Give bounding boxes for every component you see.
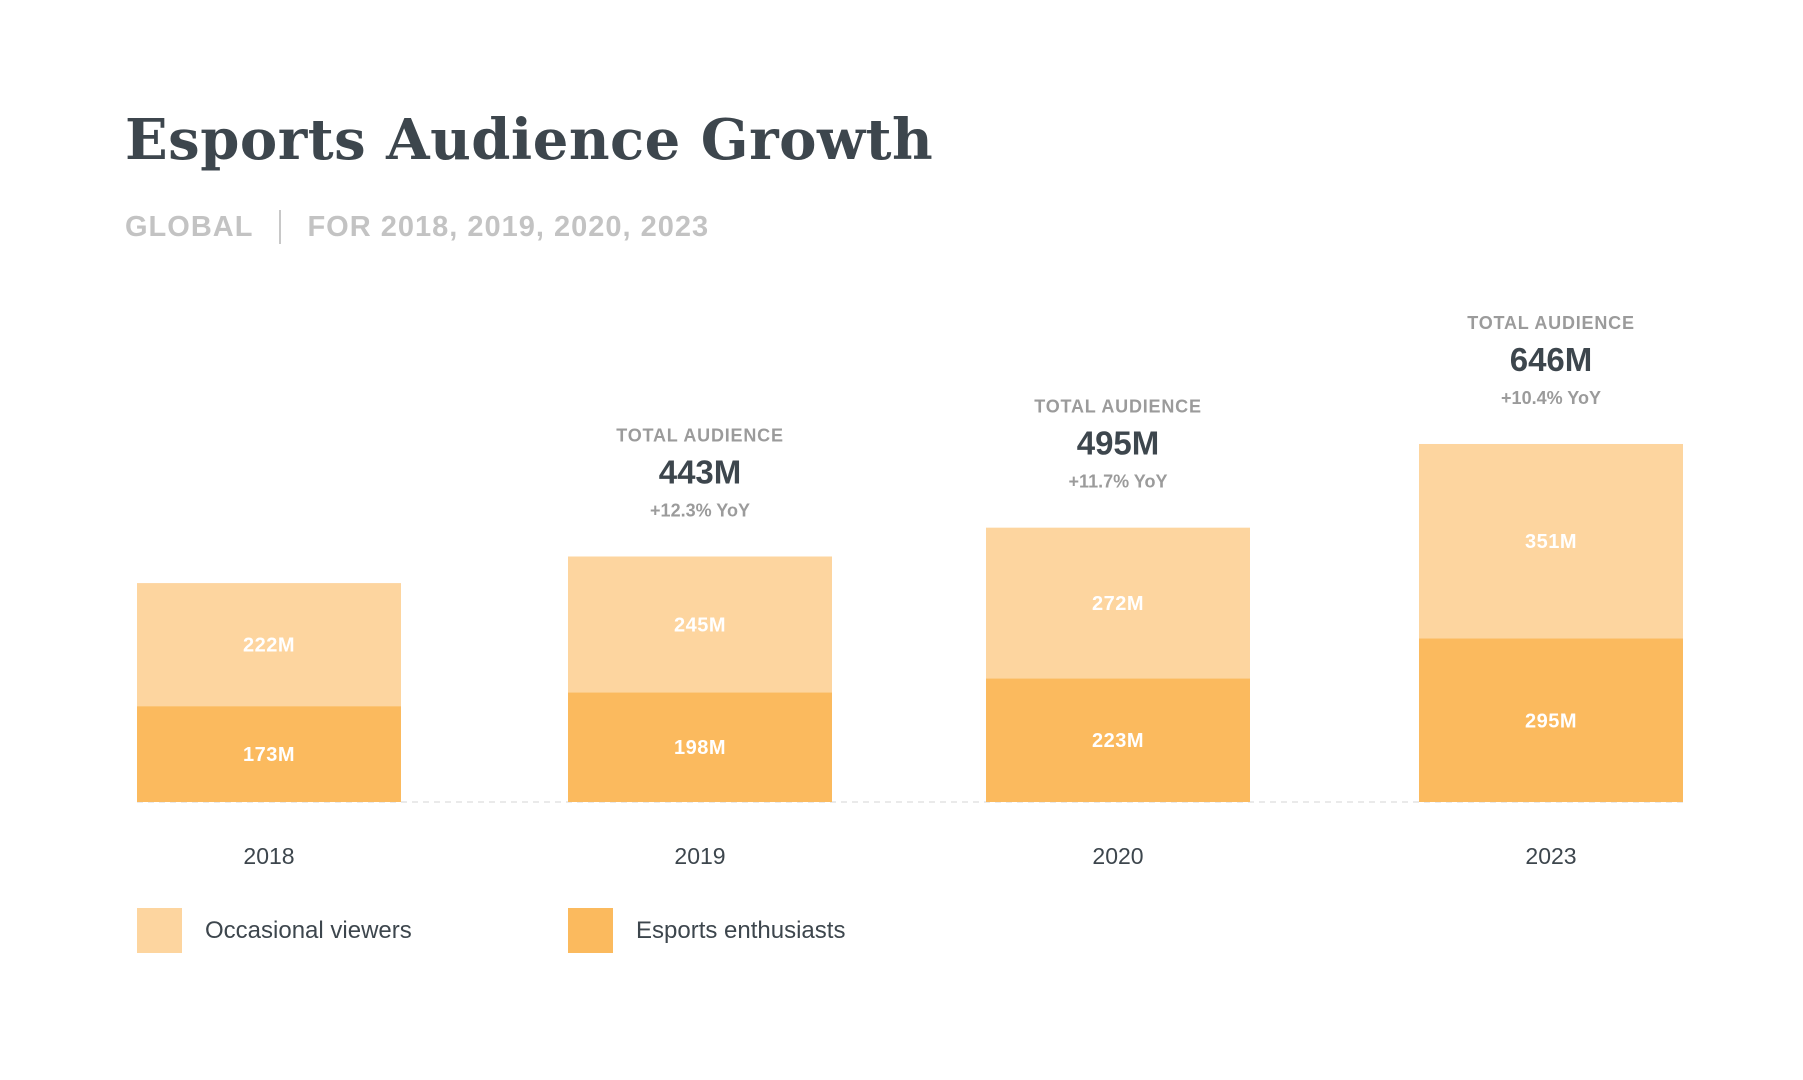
total-value-2020: 495M — [1077, 425, 1160, 462]
segment-label-enthusiasts-2023: 295M — [1525, 710, 1577, 732]
segment-label-occasional-2019: 245M — [674, 614, 726, 636]
bar-segment-enthusiasts-2019 — [568, 692, 832, 802]
segment-label-enthusiasts-2019: 198M — [674, 737, 726, 759]
legend-swatch-esports-enthusiasts — [568, 908, 613, 953]
region-label: GLOBAL — [125, 210, 254, 243]
bar-segment-occasional-2019 — [568, 556, 832, 693]
legend-swatch-occasional-viewers — [137, 908, 182, 953]
x-tick-label-2019: 2019 — [674, 843, 725, 869]
total-change-2019: +12.3% YoY — [650, 500, 750, 520]
chart-subtitle: GLOBAL FOR 2018, 2019, 2020, 2023 — [125, 210, 709, 244]
segment-label-occasional-2018: 222M — [243, 635, 295, 657]
segment-label-occasional-2023: 351M — [1525, 531, 1577, 553]
total-change-2023: +10.4% YoY — [1501, 388, 1601, 408]
subtitle-divider — [279, 210, 282, 244]
legend-label-occasional-viewers: Occasional viewers — [205, 916, 412, 944]
legend-item-occasional-viewers: Occasional viewers — [137, 908, 412, 953]
bar-segment-enthusiasts-2023 — [1419, 638, 1683, 802]
segment-label-enthusiasts-2020: 223M — [1092, 730, 1144, 752]
x-tick-label-2020: 2020 — [1092, 843, 1143, 869]
x-tick-label-2023: 2023 — [1525, 843, 1576, 869]
bar-segment-enthusiasts-2020 — [986, 678, 1250, 802]
total-value-2023: 646M — [1510, 341, 1593, 378]
total-caption-2019: TOTAL AUDIENCE — [616, 425, 784, 445]
years-caption: FOR 2018, 2019, 2020, 2023 — [307, 210, 710, 243]
bar-segment-enthusiasts-2018 — [137, 706, 401, 802]
total-caption-2020: TOTAL AUDIENCE — [1034, 397, 1202, 417]
total-caption-2023: TOTAL AUDIENCE — [1467, 313, 1635, 333]
bar-segment-occasional-2020 — [986, 527, 1250, 679]
x-tick-label-2018: 2018 — [243, 843, 294, 869]
chart-title: Esports Audience Growth — [125, 107, 934, 173]
segment-label-enthusiasts-2018: 173M — [243, 744, 295, 766]
legend-item-esports-enthusiasts: Esports enthusiasts — [568, 908, 845, 953]
total-value-2019: 443M — [659, 453, 742, 490]
bar-segment-occasional-2018 — [137, 583, 401, 707]
bar-segment-occasional-2023 — [1419, 443, 1683, 639]
total-change-2020: +11.7% YoY — [1069, 472, 1168, 492]
segment-label-occasional-2020: 272M — [1092, 593, 1144, 615]
legend-label-esports-enthusiasts: Esports enthusiasts — [636, 916, 846, 944]
